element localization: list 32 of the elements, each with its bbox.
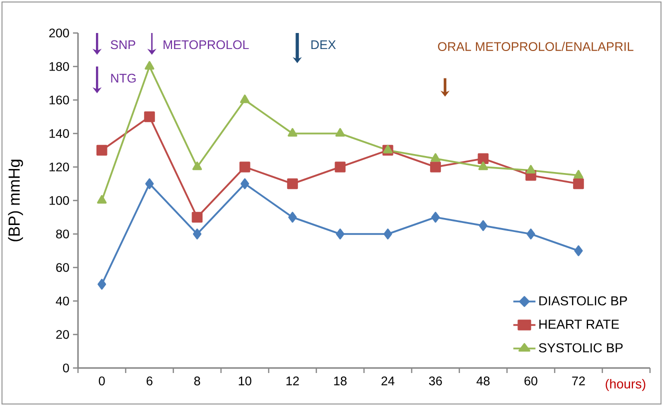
annotation: ORAL METOPROLOL/ENALAPRIL bbox=[438, 42, 634, 51]
y-axis-title: (BP) mmHg bbox=[8, 160, 24, 242]
annotation: METOPROLOL bbox=[164, 40, 249, 50]
x-tick-label: 24 bbox=[382, 376, 394, 386]
x-tick-label: 72 bbox=[572, 376, 585, 386]
y-tick-label: 180 bbox=[50, 62, 69, 71]
x-tick-label: 8 bbox=[194, 376, 200, 386]
x-tick-label: 18 bbox=[334, 376, 347, 386]
y-tick-label: 100 bbox=[50, 196, 69, 205]
y-tick-label: 160 bbox=[50, 96, 69, 104]
y-tick-label: 20 bbox=[56, 330, 69, 339]
legend-label: DIASTOLIC BP bbox=[539, 296, 627, 306]
legend-label: HEART RATE bbox=[539, 320, 619, 329]
y-tick-label: 40 bbox=[56, 296, 69, 306]
y-tick-label: 120 bbox=[50, 162, 69, 172]
y-tick-label: 140 bbox=[50, 129, 69, 138]
y-tick-label: 200 bbox=[49, 28, 69, 38]
y-tick-label: 0 bbox=[63, 364, 69, 372]
x-tick-label: 60 bbox=[524, 376, 538, 386]
annotation: NTG bbox=[111, 74, 136, 83]
y-tick-label: 60 bbox=[56, 263, 69, 272]
x-tick-label: 36 bbox=[429, 376, 442, 386]
x-tick-label: 12 bbox=[286, 376, 299, 386]
y-tick-label: 80 bbox=[56, 230, 69, 238]
x-tick-label: 0 bbox=[98, 376, 105, 386]
annotation: DEX bbox=[311, 40, 336, 50]
x-tick-label: 10 bbox=[238, 376, 252, 386]
annotation: SNP bbox=[110, 40, 136, 50]
x-tick-label: 6 bbox=[146, 376, 152, 386]
x-axis-title: (hours) bbox=[606, 378, 646, 392]
legend-label: SYSTOLIC BP bbox=[538, 343, 623, 352]
x-tick-label: 48 bbox=[476, 376, 490, 386]
